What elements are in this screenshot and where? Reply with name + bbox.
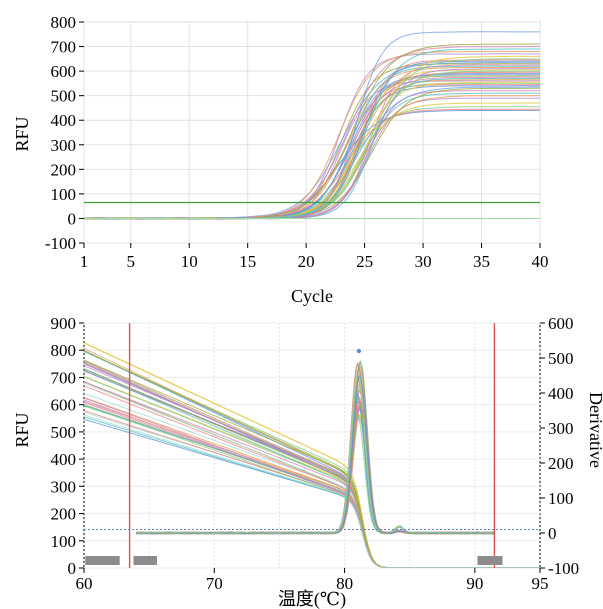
x-tick-label: 70 xyxy=(206,574,223,593)
x-tick-label: 30 xyxy=(415,252,432,271)
x-axis-title: 温度(℃) xyxy=(278,589,346,609)
y-tick-label: 900 xyxy=(51,314,77,333)
axis-ticks: 60 70 80 90 95 0 100 200 300 400 500 600 700 800 900 -1… xyxy=(51,314,580,593)
y2-tick-label: 500 xyxy=(548,349,574,368)
derivative-curve xyxy=(135,372,495,535)
marker-tag xyxy=(133,556,157,565)
series-group xyxy=(83,342,540,568)
melt-curve xyxy=(83,414,540,568)
y-tick-label: 0 xyxy=(68,559,77,578)
y-tick-label: 700 xyxy=(51,368,77,387)
y2-tick-label: 600 xyxy=(548,314,574,333)
marker-tags xyxy=(85,556,503,565)
y2-tick-label: 0 xyxy=(548,524,557,543)
y2-tick-label: 200 xyxy=(548,454,574,473)
x-tick-label: 5 xyxy=(127,252,136,271)
y-tick-label: 500 xyxy=(51,423,77,442)
marker-tag xyxy=(477,556,503,565)
y-tick-label: 600 xyxy=(51,62,77,81)
y-tick-label: 400 xyxy=(51,450,77,469)
amplification-curve xyxy=(84,31,540,220)
y-tick-label: 300 xyxy=(51,136,77,155)
derivative-series-group xyxy=(135,359,495,535)
amplification-chart: 1 5 10 15 20 25 30 35 40-10001002003004005006007… xyxy=(12,13,549,306)
x-tick-label: 25 xyxy=(356,252,373,271)
y-tick-label: 200 xyxy=(51,505,77,524)
x-tick-label: 20 xyxy=(298,252,315,271)
y-tick-label: 800 xyxy=(51,13,77,32)
y-tick-label: 700 xyxy=(51,38,77,57)
y-tick-label: 800 xyxy=(51,341,77,360)
y-axis-title: RFU xyxy=(12,412,32,447)
y-axis-title: RFU xyxy=(12,116,32,151)
y-tick-label: 100 xyxy=(51,185,77,204)
y2-tick-label: -100 xyxy=(548,559,579,578)
melt-peak-point xyxy=(356,348,362,354)
y2-axis-title: Derivative xyxy=(586,392,603,468)
x-tick-label: 10 xyxy=(181,252,198,271)
x-axis-title: Cycle xyxy=(291,286,333,306)
y-tick-label: 200 xyxy=(51,160,77,179)
x-tick-label: 40 xyxy=(532,252,549,271)
x-tick-label: 95 xyxy=(532,574,549,593)
x-tick-label: 60 xyxy=(76,574,93,593)
y2-tick-label: 100 xyxy=(548,489,574,508)
y-tick-label: 400 xyxy=(51,111,77,130)
y2-tick-label: 400 xyxy=(548,384,574,403)
y-tick-label: 500 xyxy=(51,87,77,106)
x-tick-label: 35 xyxy=(473,252,490,271)
y-tick-label: 600 xyxy=(51,396,77,415)
x-tick-label: 90 xyxy=(466,574,483,593)
plot-area xyxy=(83,322,541,569)
y-tick-label: 100 xyxy=(51,532,77,551)
x-tick-label: 1 xyxy=(80,252,89,271)
y-tick-label: -100 xyxy=(45,234,76,253)
melt-curve-chart: 60 70 80 90 95 0 100 200 300 400 500 600 700 800 900 -1… xyxy=(12,314,603,609)
axis-ticks: 1 5 10 15 20 25 30 35 40-10001002003004005006007… xyxy=(45,13,549,271)
x-tick-label: 80 xyxy=(336,574,353,593)
y-tick-label: 0 xyxy=(68,209,77,228)
x-tick-label: 15 xyxy=(239,252,256,271)
marker-tag xyxy=(85,556,120,565)
y2-tick-label: 300 xyxy=(548,419,574,438)
temperature-markers xyxy=(128,323,496,568)
y-tick-label: 300 xyxy=(51,477,77,496)
